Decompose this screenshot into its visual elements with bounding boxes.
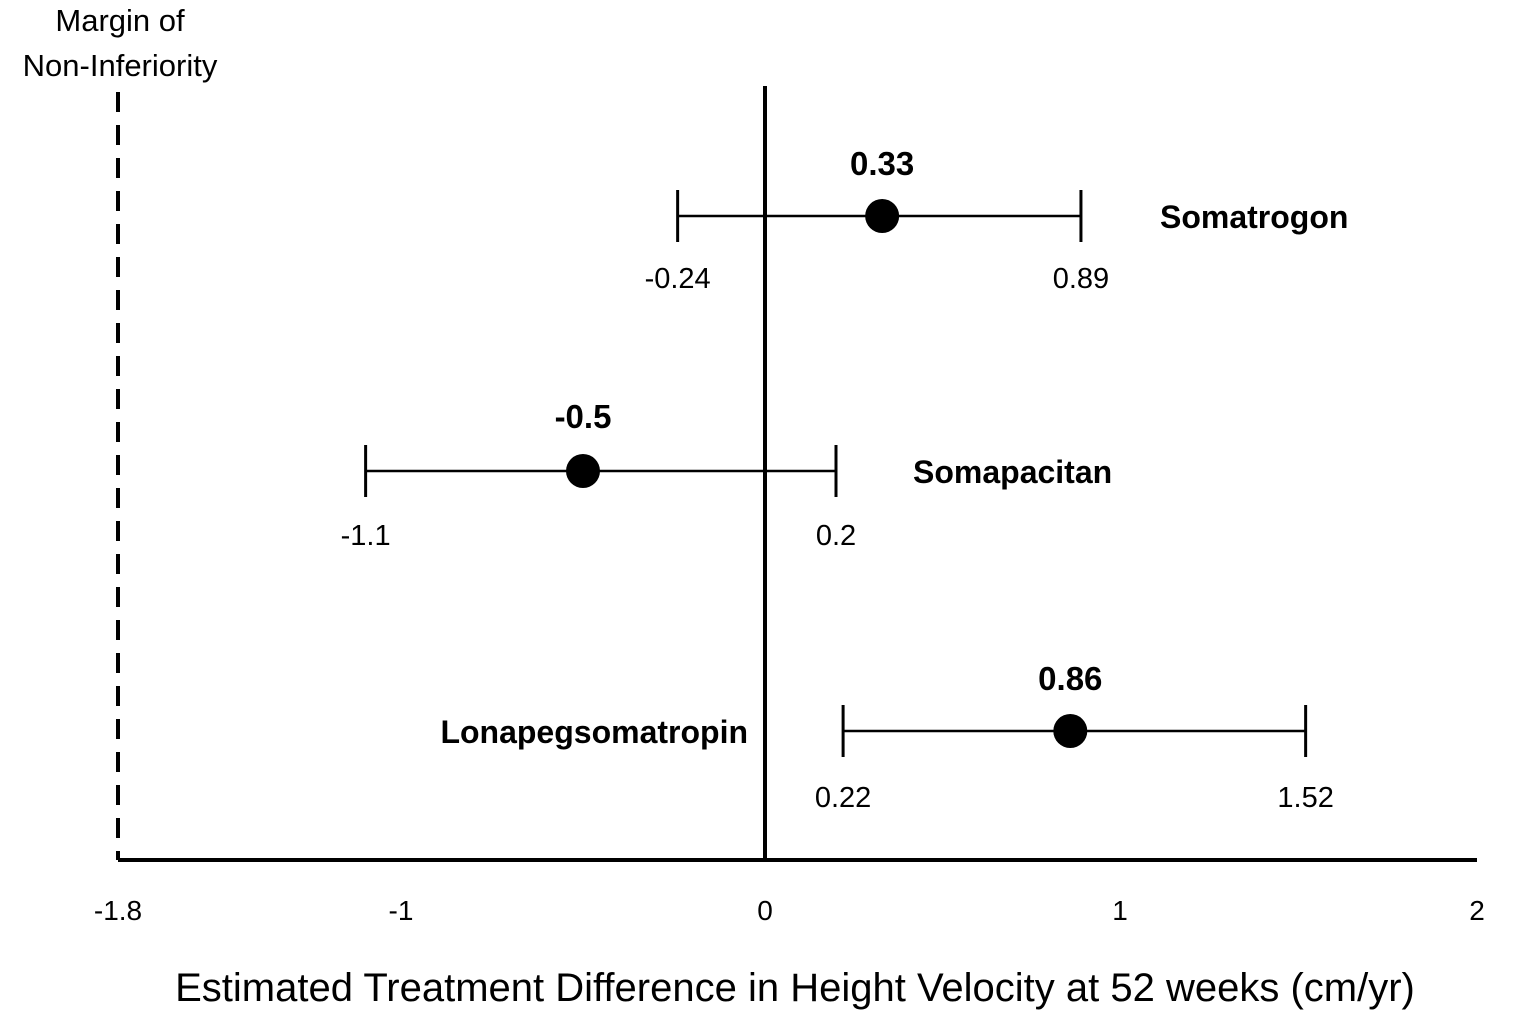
ci-low-label: 0.22 bbox=[815, 782, 871, 814]
x-tick-label: 2 bbox=[1469, 895, 1485, 926]
x-tick-label: 1 bbox=[1112, 895, 1128, 926]
ci-high-label: 0.2 bbox=[816, 520, 856, 552]
estimate-label: 0.33 bbox=[850, 145, 914, 182]
series-name-label: Somapacitan bbox=[913, 454, 1112, 490]
point-estimate bbox=[566, 454, 600, 488]
margin-label-line-2: Non-Inferiority bbox=[22, 48, 218, 83]
x-tick-label: -1.8 bbox=[94, 895, 142, 926]
ci-high-label: 1.52 bbox=[1277, 782, 1333, 814]
x-tick-label: -1 bbox=[389, 895, 414, 926]
point-estimate bbox=[1053, 714, 1088, 748]
series-name-label: Somatrogon bbox=[1160, 199, 1348, 235]
ci-low-label: -0.24 bbox=[645, 263, 711, 295]
series-name-label: Lonapegsomatropin bbox=[440, 714, 748, 750]
x-tick-label: 0 bbox=[757, 895, 773, 926]
point-estimate bbox=[865, 199, 900, 233]
ci-low-label: -1.1 bbox=[341, 520, 391, 552]
estimate-label: 0.86 bbox=[1038, 660, 1102, 697]
x-axis-label: Estimated Treatment Difference in Height… bbox=[175, 966, 1415, 1010]
margin-label-line-1: Margin of bbox=[55, 3, 185, 38]
ci-high-label: 0.89 bbox=[1053, 263, 1109, 295]
estimate-label: -0.5 bbox=[555, 398, 612, 435]
